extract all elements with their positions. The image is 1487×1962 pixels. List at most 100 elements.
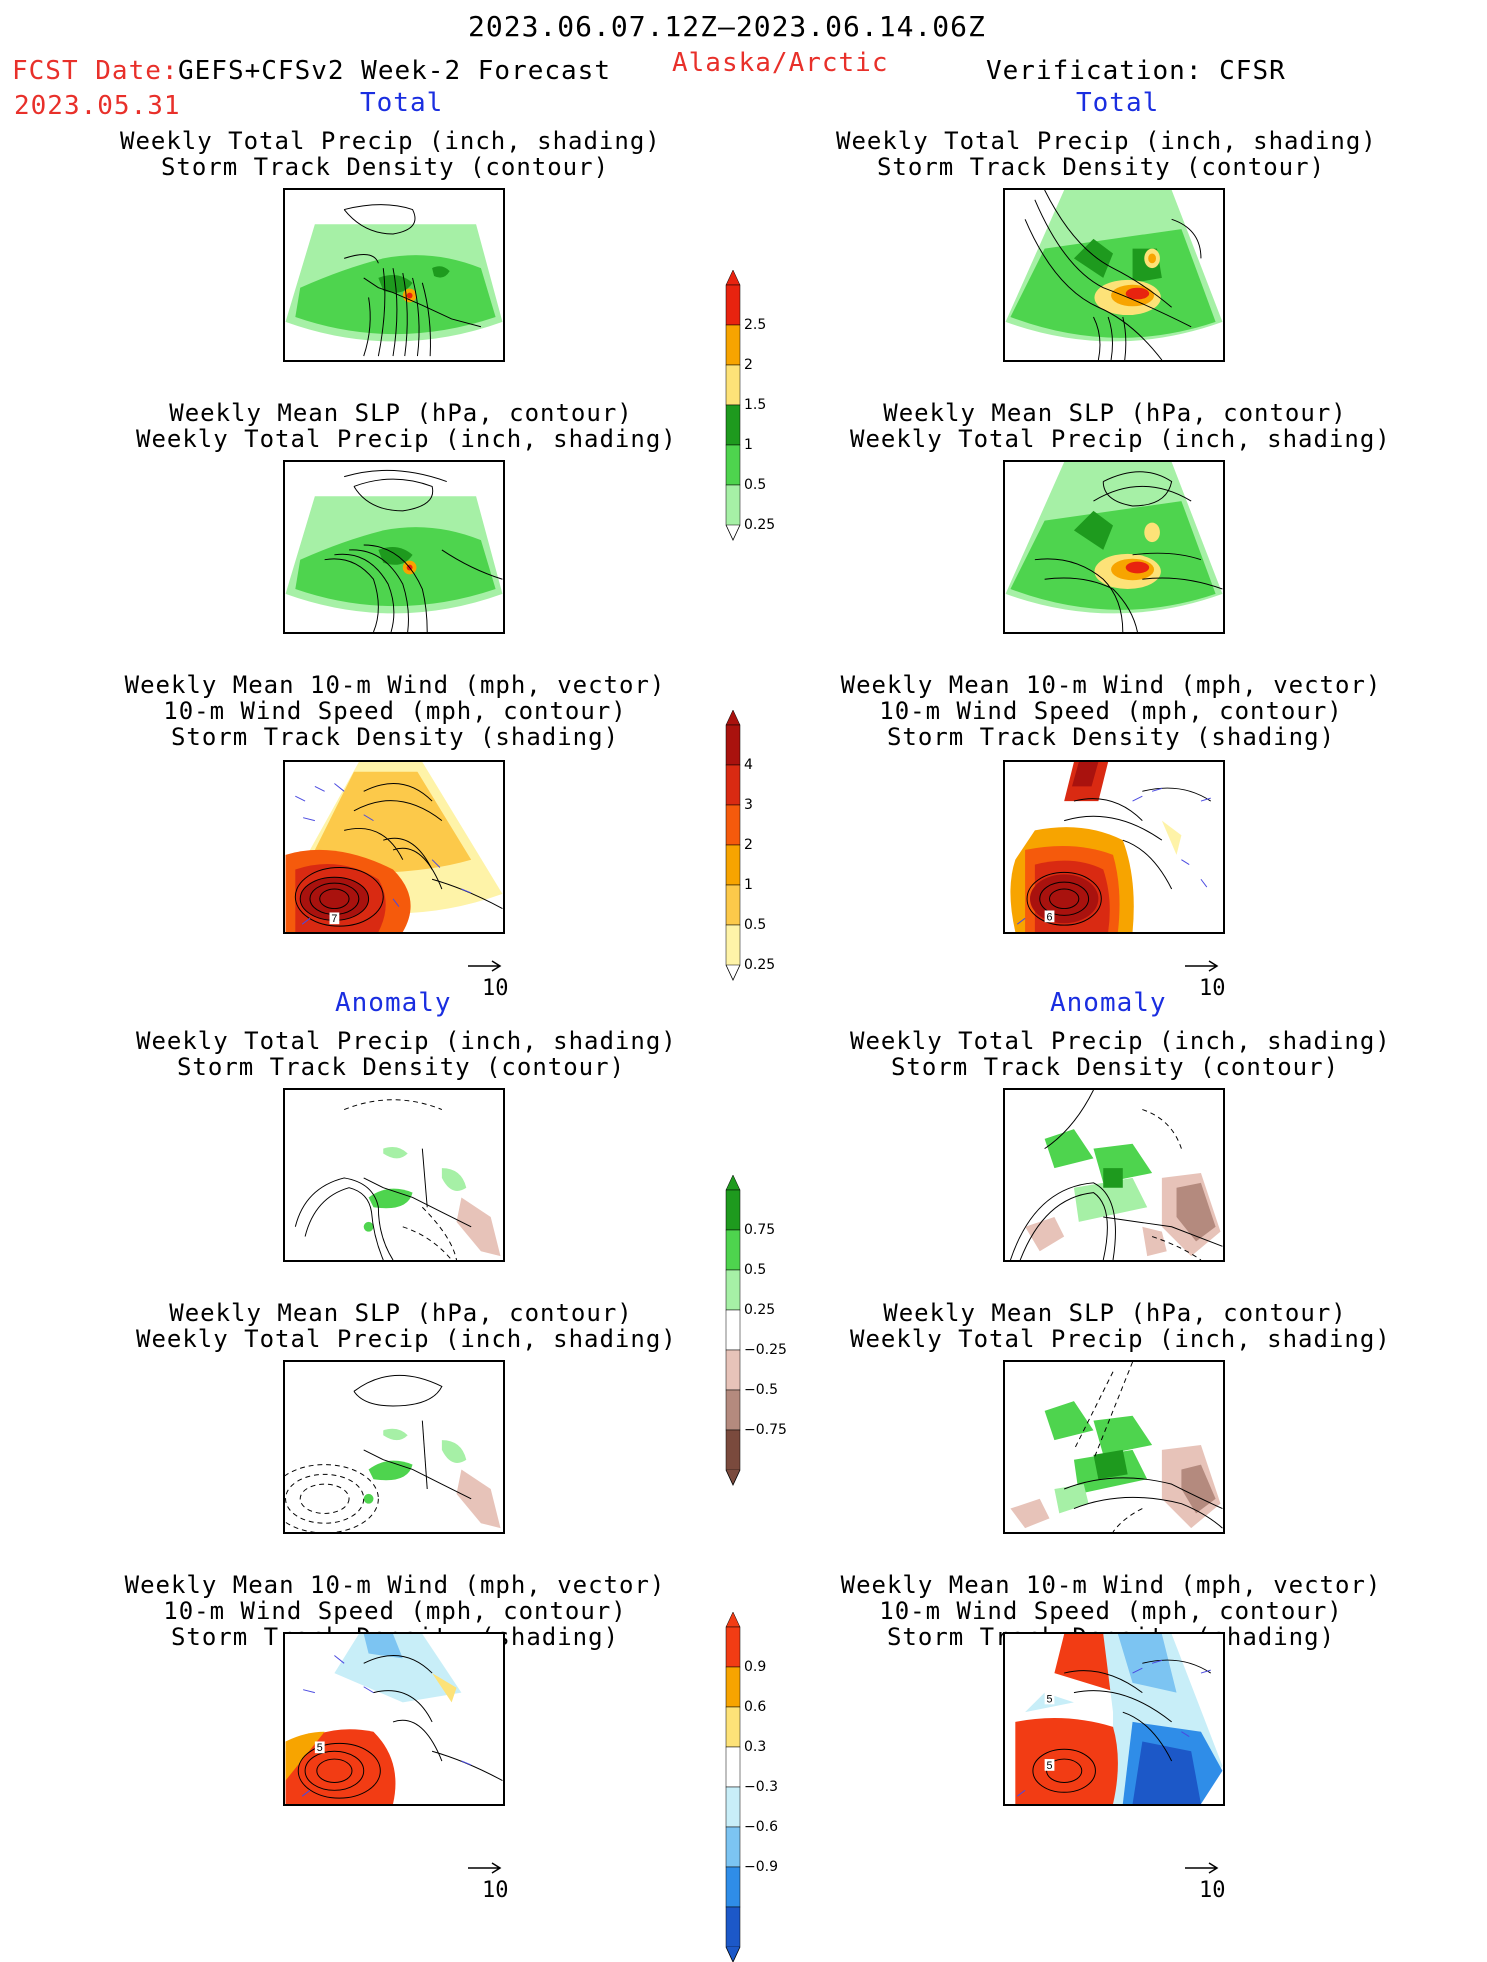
map-total-slp-verif xyxy=(1003,460,1225,634)
colorbar-tick-label: 4 xyxy=(744,757,753,773)
colorbar-segment xyxy=(725,1269,741,1311)
panel-title-wind-storm-verif: Weekly Mean 10-m Wind (mph, vector) 10-m … xyxy=(840,671,1382,751)
panel-title-slp-precip-verif: Weekly Mean SLP (hPa, contour) Weekly Tot… xyxy=(850,399,1391,453)
map-anom-precip-fcst xyxy=(283,1088,505,1262)
colorbar-tick-label: 0.25 xyxy=(744,1302,776,1318)
colorbar-tick-label: −0.3 xyxy=(744,1779,778,1795)
vector-ref-anom-verif: 10 xyxy=(1183,1860,1243,1906)
panel-title-precip-storm-verif-anom: Weekly Total Precip (inch, shading) Storm… xyxy=(850,1027,1391,1081)
colorbar-tick-label: 0.6 xyxy=(744,1699,767,1715)
colorbar-segment xyxy=(725,284,741,326)
colorbar-segment xyxy=(725,1786,741,1828)
colorbar-segment xyxy=(725,324,741,366)
colorbar-segment xyxy=(725,1666,741,1708)
colorbar-svg xyxy=(725,709,741,981)
fcst-date-label: FCST Date: xyxy=(12,56,179,86)
colorbar-segment xyxy=(725,1906,741,1948)
colorbar-total-precip: 2.5 2 1.5 1 0.5 0.25 xyxy=(725,269,806,555)
colorbar-tick-label: 2 xyxy=(744,357,753,373)
forecast-name: GEFS+CFSv2 Week-2 Forecast xyxy=(178,56,611,86)
map-anom-wind-fcst: 5 xyxy=(283,1632,505,1806)
section-total-right: Total xyxy=(1076,88,1160,118)
panel-title-wind-storm-fcst-anom: Weekly Mean 10-m Wind (mph, vector) 10-m … xyxy=(124,1571,666,1651)
colorbar-tick-label: −0.6 xyxy=(744,1819,778,1835)
colorbar-top-cap xyxy=(725,269,741,286)
colorbar-tick-label: 1 xyxy=(744,437,753,453)
colorbar-anom-precip: 0.75 0.5 0.25 −0.25 −0.5 −0.75 xyxy=(725,1174,806,1486)
map-anom-slp-fcst xyxy=(283,1360,505,1534)
colorbar-anom-storm: 0.9 0.6 0.3 −0.3 −0.6 −0.9 xyxy=(725,1611,806,1962)
map-anom-wind-verif: 5 5 xyxy=(1003,1632,1225,1806)
colorbar-top-cap xyxy=(725,1611,741,1628)
fcst-date-value: 2023.05.31 xyxy=(14,91,181,121)
map-label-5c: 5 xyxy=(1047,1760,1053,1772)
map-anom-slp-verif xyxy=(1003,1360,1225,1534)
colorbar-tick-label: −0.9 xyxy=(744,1859,778,1875)
map-total-wind-fcst: 7 xyxy=(283,760,505,934)
map-label-5: 5 xyxy=(317,1742,323,1754)
region-label: Alaska/Arctic xyxy=(672,48,889,78)
panel-title-precip-storm-fcst-anom: Weekly Total Precip (inch, shading) Storm… xyxy=(136,1027,677,1081)
colorbar-top-cap xyxy=(725,1174,741,1191)
colorbar-segment xyxy=(725,444,741,486)
colorbar-tick-label: 0.75 xyxy=(744,1222,776,1238)
colorbar-segment xyxy=(725,1189,741,1231)
colorbar-segment xyxy=(725,1429,741,1471)
colorbar-total-storm: 4 3 2 1 0.5 0.25 xyxy=(725,709,806,995)
colorbar-segment xyxy=(725,844,741,886)
panel-title-slp-precip-fcst-anom: Weekly Mean SLP (hPa, contour) Weekly Tot… xyxy=(136,1299,677,1353)
section-anomaly-left: Anomaly xyxy=(335,988,452,1018)
colorbar-tick-label: 0.3 xyxy=(744,1739,767,1755)
colorbar-tick-label: 3 xyxy=(744,797,753,813)
date-range-title: 2023.06.07.12Z–2023.06.14.06Z xyxy=(468,10,986,43)
colorbar-segment xyxy=(725,764,741,806)
section-total-left: Total xyxy=(360,88,444,118)
vector-ref-arrow-icon xyxy=(468,1862,502,1874)
colorbar-segment xyxy=(725,484,741,526)
colorbar-segment xyxy=(725,1626,741,1668)
colorbar-tick-label: 1 xyxy=(744,877,753,893)
colorbar-tick-label: −0.5 xyxy=(744,1382,778,1398)
colorbar-segment xyxy=(725,884,741,926)
map-anom-precip-verif xyxy=(1003,1088,1225,1262)
colorbar-segment xyxy=(725,1389,741,1431)
colorbar-svg xyxy=(725,269,741,541)
map-total-wind-verif: 6 xyxy=(1003,760,1225,934)
colorbar-tick-label: 0.25 xyxy=(744,517,776,533)
vector-ref-arrow-icon xyxy=(1185,960,1219,972)
map-label-5b: 5 xyxy=(1047,1693,1053,1705)
panel-title-precip-storm-verif: Weekly Total Precip (inch, shading) Storm… xyxy=(836,127,1377,181)
panel-title-slp-precip-verif-anom: Weekly Mean SLP (hPa, contour) Weekly Tot… xyxy=(850,1299,1391,1353)
map-total-precip-fcst xyxy=(283,188,505,362)
colorbar-bottom-cap xyxy=(725,1469,741,1486)
colorbar-segment xyxy=(725,1309,741,1351)
colorbar-tick-label: −0.25 xyxy=(744,1342,787,1358)
colorbar-segment xyxy=(725,404,741,446)
colorbar-segment xyxy=(725,1826,741,1868)
map-total-precip-verif xyxy=(1003,188,1225,362)
panel-title-precip-storm-fcst: Weekly Total Precip (inch, shading) Storm… xyxy=(120,127,661,181)
colorbar-tick-label: 2.5 xyxy=(744,317,767,333)
colorbar-tick-label: 1.5 xyxy=(744,397,767,413)
colorbar-bottom-cap xyxy=(725,1946,741,1962)
map-label-7: 7 xyxy=(331,913,337,925)
colorbar-tick-label: 0.25 xyxy=(744,957,776,973)
colorbar-segment xyxy=(725,1349,741,1391)
colorbar-segment xyxy=(725,1706,741,1748)
map-label-6: 6 xyxy=(1047,911,1053,923)
colorbar-segment xyxy=(725,724,741,766)
map-total-slp-fcst xyxy=(283,460,505,634)
colorbar-bottom-cap xyxy=(725,964,741,981)
vector-ref-total-verif: 10 xyxy=(1183,958,1243,1004)
colorbar-bottom-cap xyxy=(725,524,741,541)
vector-ref-anom-fcst: 10 xyxy=(466,1860,526,1906)
vector-ref-arrow-icon xyxy=(468,960,502,972)
vector-ref-total-fcst: 10 xyxy=(466,958,526,1004)
panel-title-slp-precip-fcst: Weekly Mean SLP (hPa, contour) Weekly Tot… xyxy=(136,399,677,453)
colorbar-segment xyxy=(725,364,741,406)
colorbar-svg xyxy=(725,1174,741,1486)
colorbar-segment xyxy=(725,1746,741,1788)
colorbar-segment xyxy=(725,924,741,966)
verification-label: Verification: CFSR xyxy=(986,56,1286,86)
section-anomaly-right: Anomaly xyxy=(1050,988,1167,1018)
